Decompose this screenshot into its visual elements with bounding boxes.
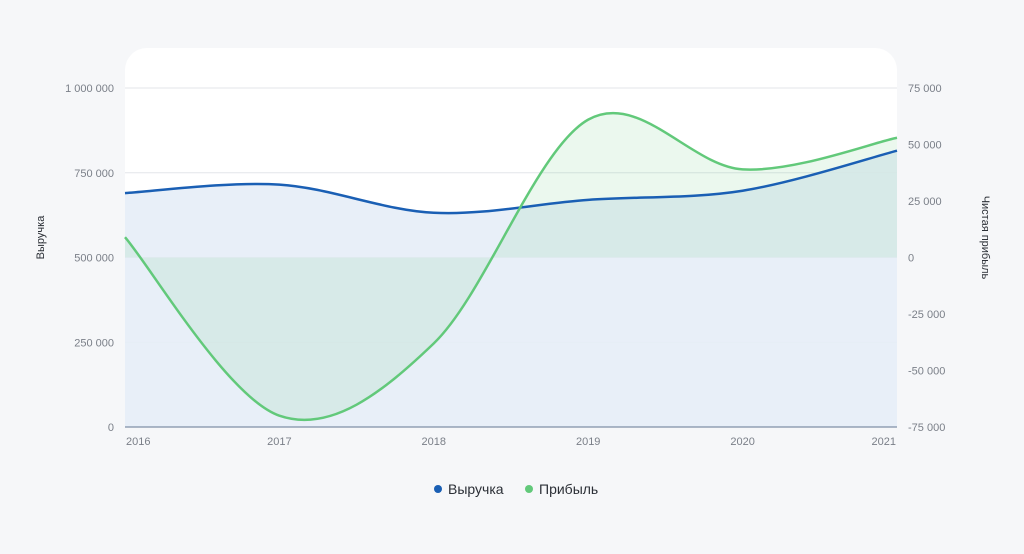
x-tick-label: 2020 xyxy=(730,436,754,448)
y-right-tick-label: 75 000 xyxy=(908,83,942,95)
y-left-tick-label: 0 xyxy=(108,422,114,434)
legend-marker xyxy=(434,485,442,493)
legend-label: Прибыль xyxy=(539,481,598,497)
y-right-tick-label: 25 000 xyxy=(908,196,942,208)
x-tick-label: 2021 xyxy=(872,436,896,448)
y-right-tick-label: -75 000 xyxy=(908,422,945,434)
legend: Выручка Прибыль xyxy=(434,481,598,497)
y-right-tick-label: -25 000 xyxy=(908,309,945,321)
y-left-tick-label: 1 000 000 xyxy=(65,83,114,95)
y-right-axis-title: Чистая прибыль xyxy=(979,196,991,280)
legend-label: Выручка xyxy=(448,481,504,497)
y-right-tick-label: 0 xyxy=(908,253,914,265)
x-tick-label: 2017 xyxy=(267,436,291,448)
y-left-tick-label: 750 000 xyxy=(74,168,114,180)
legend-marker xyxy=(525,485,533,493)
y-left-tick-label: 250 000 xyxy=(74,337,114,349)
x-tick-label: 2016 xyxy=(126,436,150,448)
y-left-axis-title: Выручка xyxy=(35,215,47,260)
y-left-tick-label: 500 000 xyxy=(74,253,114,265)
x-tick-label: 2019 xyxy=(576,436,600,448)
y-right-tick-label: -50 000 xyxy=(908,366,945,378)
y-right-tick-label: 50 000 xyxy=(908,140,942,152)
x-tick-label: 2018 xyxy=(422,436,446,448)
